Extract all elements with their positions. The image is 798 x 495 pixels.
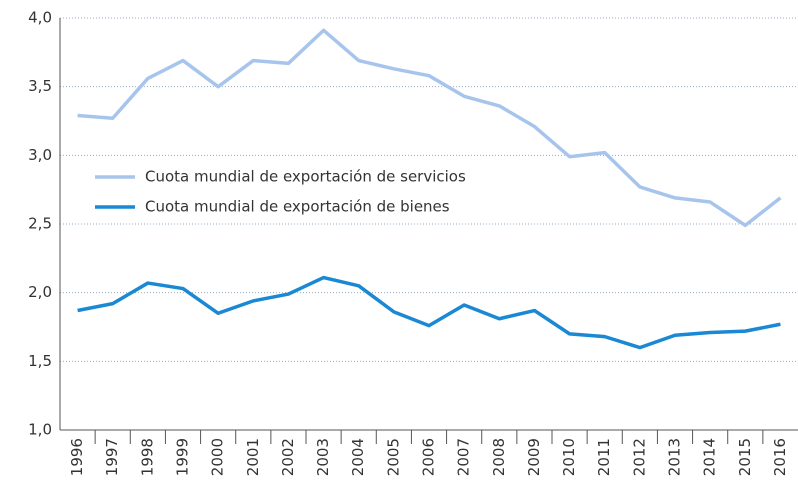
x-tick-label: 2010 bbox=[560, 438, 578, 476]
y-tick-label: 2,5 bbox=[28, 215, 52, 233]
x-tick-label: 2001 bbox=[244, 438, 262, 476]
x-tick-label: 1997 bbox=[103, 438, 121, 476]
y-tick-label: 3,0 bbox=[28, 146, 52, 164]
x-tick-label: 2011 bbox=[595, 438, 613, 476]
y-tick-label: 1,0 bbox=[28, 421, 52, 439]
series-line bbox=[77, 275, 781, 350]
x-tick-label: 1999 bbox=[174, 438, 192, 476]
x-tick-label: 2006 bbox=[420, 438, 438, 476]
x-tick-label: 2012 bbox=[630, 438, 648, 476]
y-tick-label: 3,5 bbox=[28, 77, 52, 95]
legend-label: Cuota mundial de exportación de bienes bbox=[145, 198, 450, 216]
x-tick-label: 1996 bbox=[68, 438, 86, 476]
legend-label: Cuota mundial de exportación de servicio… bbox=[145, 168, 466, 186]
series-line bbox=[77, 28, 782, 228]
x-tick-label: 1998 bbox=[138, 438, 156, 476]
x-tick-label: 2004 bbox=[349, 438, 367, 476]
x-tick-label: 2014 bbox=[701, 438, 719, 476]
x-tick-label: 2003 bbox=[314, 438, 332, 476]
x-tick-label: 2007 bbox=[455, 438, 473, 476]
x-tick-label: 2008 bbox=[490, 438, 508, 476]
x-tick-label: 2009 bbox=[525, 438, 543, 476]
x-tick-label: 2002 bbox=[279, 438, 297, 476]
x-tick-label: 2013 bbox=[666, 438, 684, 476]
y-tick-label: 1,5 bbox=[28, 352, 52, 370]
y-tick-label: 2,0 bbox=[28, 283, 52, 301]
x-tick-label: 2000 bbox=[209, 438, 227, 476]
y-tick-label: 4,0 bbox=[28, 9, 52, 27]
x-tick-label: 2015 bbox=[736, 438, 754, 476]
x-tick-label: 2005 bbox=[384, 438, 402, 476]
x-tick-label: 2016 bbox=[771, 438, 789, 476]
